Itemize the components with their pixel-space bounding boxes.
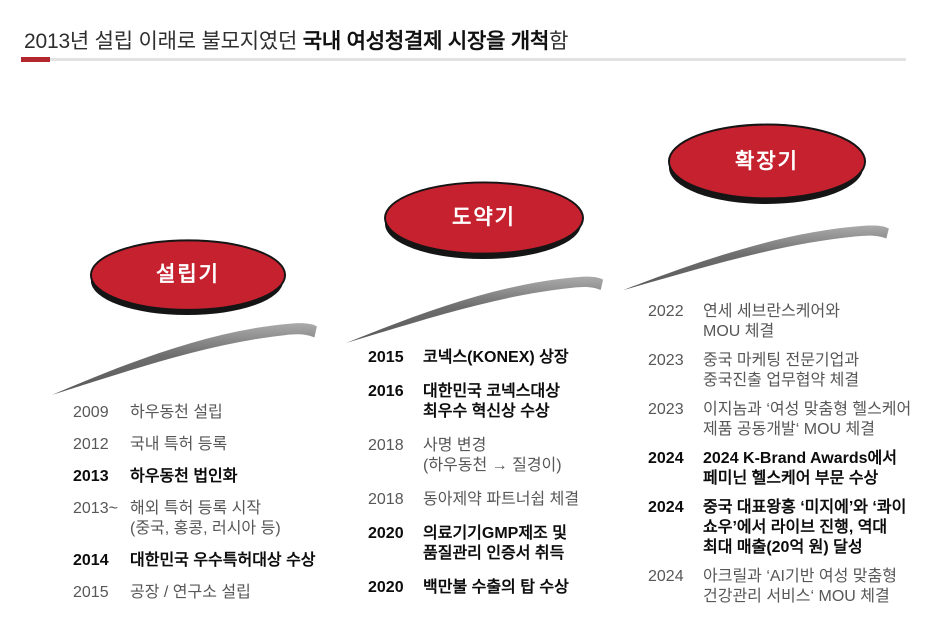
item-text: 백만불 수출의 탑 수상	[423, 579, 569, 596]
timeline-item: 2013 하우동천 법인화	[73, 467, 335, 487]
item-year: 2023	[648, 352, 684, 369]
timeline-column-founding: 2009 하우동천 설립 2012 국내 특허 등록 2013 하우동천 법인화…	[73, 403, 335, 615]
phase-badge-founding: 설립기	[87, 238, 289, 316]
phase-label: 설립기	[156, 263, 220, 286]
item-text: 코넥스(KONEX) 상장	[423, 349, 569, 366]
divider-accent	[21, 57, 50, 62]
phase-oval-icon	[89, 239, 287, 316]
phase-oval-icon	[384, 181, 584, 260]
item-text: 해외 특허 등록 시작 (중국, 홍콩, 러시아 등)	[130, 500, 281, 537]
item-text: 공장 / 연구소 설립	[130, 584, 251, 601]
item-text: 국내 특허 등록	[130, 436, 228, 453]
timeline-item: 2012 국내 특허 등록	[73, 435, 335, 455]
item-text: 의료기기GMP제조 및 품질관리 인증서 취득	[423, 525, 567, 562]
item-year: 2015	[73, 584, 109, 601]
item-text: 중국 대표왕홍 ‘미지에’와 ‘콰이 쇼우’에서 라이브 진행, 역대 최대 매출(…	[703, 499, 907, 556]
item-text: 중국 마케팅 전문기업과 중국진출 업무협약 체결	[703, 352, 860, 389]
timeline-item: 2013~ 해외 특허 등록 시작 (중국, 홍콩, 러시아 등)	[73, 499, 335, 539]
item-text: 아크릴과 ‘AI기반 여성 맞춤형 건강관리 서비스‘ MOU 체결	[703, 568, 897, 605]
growth-swoosh-icon	[623, 225, 889, 291]
item-year: 2009	[73, 404, 109, 421]
item-text: 하우동천 설립	[130, 404, 223, 421]
timeline-item: 2023 중국 마케팅 전문기업과 중국진출 업무협약 체결	[648, 351, 924, 391]
item-year: 2020	[368, 525, 404, 542]
title-divider	[21, 57, 906, 62]
phase-oval-icon	[667, 123, 867, 204]
growth-swoosh-icon	[52, 323, 317, 395]
phase-label: 도약기	[452, 206, 516, 229]
item-text: 연세 세브란스케어와 MOU 체결	[703, 303, 840, 340]
title-bold-phrase: 국내 여성청결제 시장을 개척	[302, 30, 550, 54]
timeline-item: 2022 연세 세브란스케어와 MOU 체결	[648, 302, 924, 342]
item-text: 2024 K-Brand Awards에서 페미닌 헬스케어 부문 수상	[703, 450, 897, 487]
item-text: 하우동천 법인화	[130, 468, 238, 485]
timeline-item: 2009 하우동천 설립	[73, 403, 335, 423]
item-year: 2024	[648, 499, 684, 516]
item-year: 2013	[73, 468, 109, 485]
item-text: 사명 변경 (하우동천 → 질경이)	[423, 437, 562, 474]
page-title: 2013년 설립 이래로 불모지였던 국내 여성청결제 시장을 개척함	[24, 28, 568, 56]
timeline-item: 2020 의료기기GMP제조 및 품질관리 인증서 취득	[368, 524, 626, 564]
item-year: 2018	[368, 437, 404, 454]
item-year: 2015	[368, 349, 404, 366]
growth-swoosh-icon	[345, 276, 604, 344]
timeline-column-expansion: 2022 연세 세브란스케어와 MOU 체결 2023 중국 마케팅 전문기업과 중…	[648, 302, 924, 616]
item-year: 2014	[73, 552, 109, 569]
item-year: 2020	[368, 579, 404, 596]
phase-badge-leap: 도약기	[381, 180, 587, 260]
title-regular-suffix: 함	[549, 30, 569, 54]
timeline-item: 2023 이지놈과 ‘여성 맞춤형 헬스케어 제품 공동개발‘ MOU 체결	[648, 400, 924, 440]
item-year: 2018	[368, 491, 404, 508]
timeline-item: 2024 아크릴과 ‘AI기반 여성 맞춤형 건강관리 서비스‘ MOU 체결	[648, 567, 924, 607]
phase-badge-expansion: 확장기	[665, 122, 869, 205]
item-year: 2022	[648, 303, 684, 320]
title-regular-prefix: 2013년 설립 이래로 불모지였던	[24, 30, 303, 54]
item-year: 2023	[648, 401, 684, 418]
timeline-item: 2024 2024 K-Brand Awards에서 페미닌 헬스케어 부문 수상	[648, 449, 924, 489]
growth-curve-founding	[50, 317, 324, 397]
phase-label: 확장기	[735, 149, 799, 173]
growth-curve-leap	[344, 271, 610, 345]
item-text: 대한민국 코넥스대상 최우수 혁신상 수상	[423, 383, 560, 420]
timeline-item: 2018 동아제약 파트너쉽 체결	[368, 490, 626, 510]
timeline-item: 2016 대한민국 코넥스대상 최우수 혁신상 수상	[368, 382, 626, 422]
timeline-column-leap: 2015 코넥스(KONEX) 상장 2016 대한민국 코넥스대상 최우수 혁신…	[368, 348, 626, 612]
item-year: 2024	[648, 450, 684, 467]
timeline-item: 2015 공장 / 연구소 설립	[73, 583, 335, 603]
growth-curve-expansion	[621, 220, 896, 292]
item-text: 대한민국 우수특허대상 수상	[130, 552, 316, 569]
item-year: 2013~	[73, 500, 118, 517]
timeline-item: 2015 코넥스(KONEX) 상장	[368, 348, 626, 368]
timeline-item: 2020 백만불 수출의 탑 수상	[368, 578, 626, 598]
item-text: 이지놈과 ‘여성 맞춤형 헬스케어 제품 공동개발‘ MOU 체결	[703, 401, 912, 438]
item-year: 2016	[368, 383, 404, 400]
item-year: 2024	[648, 568, 684, 585]
item-text: 동아제약 파트너쉽 체결	[423, 491, 580, 508]
timeline-item: 2014 대한민국 우수특허대상 수상	[73, 551, 335, 571]
timeline-item: 2024 중국 대표왕홍 ‘미지에’와 ‘콰이 쇼우’에서 라이브 진행, 역대 최…	[648, 498, 924, 558]
item-year: 2012	[73, 436, 109, 453]
timeline-item: 2018 사명 변경 (하우동천 → 질경이)	[368, 436, 626, 476]
